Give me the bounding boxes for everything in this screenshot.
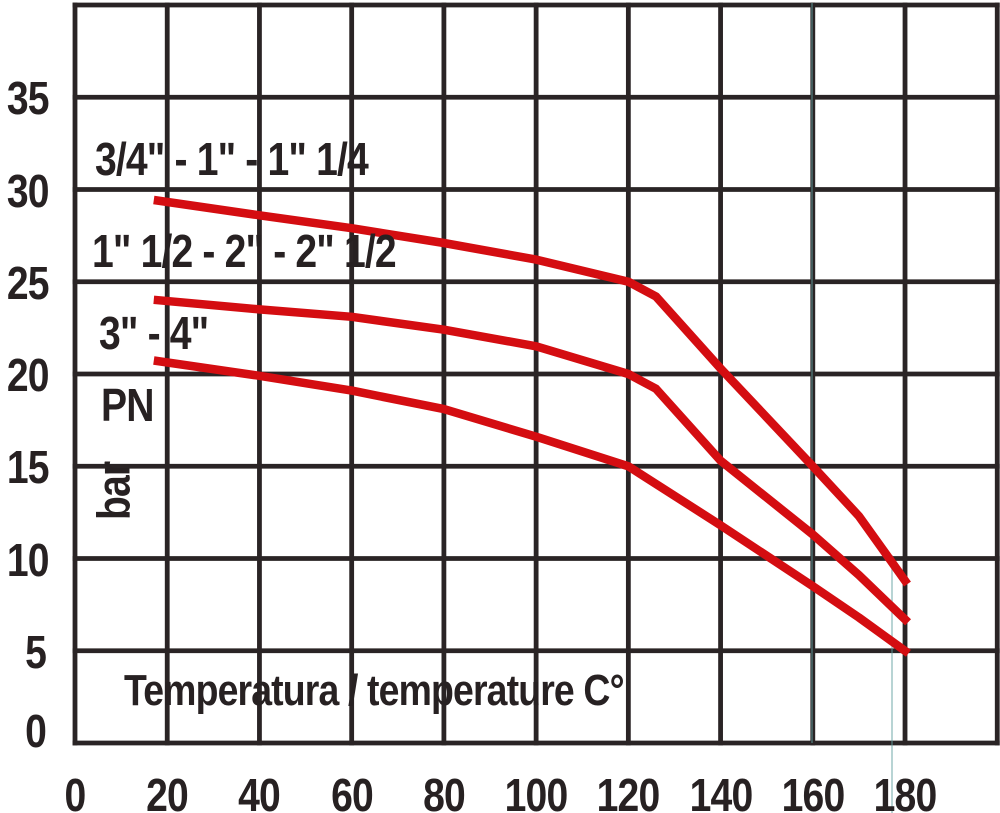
x-tick-label: 60: [330, 769, 374, 813]
y-tick-label: 35: [6, 72, 50, 125]
y-tick-label: 15: [6, 441, 50, 494]
x-tick-label: 140: [689, 769, 753, 813]
curve-small-sizes: [153, 195, 911, 587]
y-tick-label: 5: [25, 625, 47, 678]
curve-medium-sizes: [153, 295, 912, 626]
x-tick-label: 40: [238, 769, 282, 813]
y-tick-label: 10: [6, 533, 50, 586]
x-tick-label: 100: [504, 769, 569, 813]
y-axis-unit-bar: bar: [87, 461, 140, 520]
x-tick-label: 160: [781, 769, 845, 813]
x-tick-label: 80: [422, 769, 466, 813]
x-axis-title: Temperatura / temperature C°: [124, 666, 625, 715]
x-tick-label: 120: [597, 769, 661, 813]
curve-large-sizes: [153, 356, 911, 657]
y-tick-label: 20: [6, 349, 50, 401]
x-tick-label: 0: [64, 769, 87, 813]
x-tick-label: 20: [146, 769, 189, 813]
y-tick-label: 30: [6, 164, 50, 217]
y-axis-unit-pn: PN: [101, 379, 154, 431]
series-label-medium-sizes: 1" 1/2 - 2" - 2" 1/2: [92, 225, 397, 277]
series-label-small-sizes: 3/4" - 1" - 1" 1/4: [95, 133, 369, 185]
x-tick-label: 180: [873, 769, 938, 813]
y-tick-label: 25: [6, 256, 50, 309]
y-tick-label: 0: [25, 705, 47, 757]
series-label-large-sizes: 3" - 4": [99, 307, 209, 359]
